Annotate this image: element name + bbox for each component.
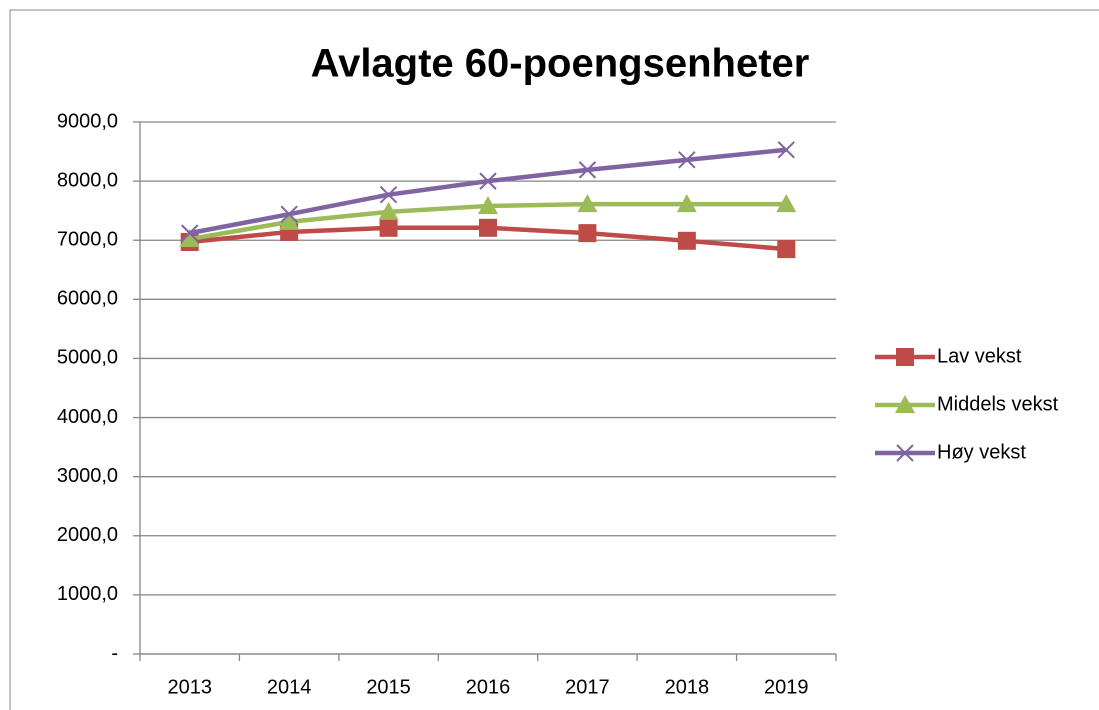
- chart-frame: [9, 9, 1099, 710]
- marker: [378, 201, 399, 220]
- x-tick-label: 2014: [267, 676, 312, 698]
- x-tick-label: 2018: [665, 676, 710, 698]
- x-tick-label: 2015: [366, 676, 411, 698]
- marker: [179, 229, 200, 248]
- marker: [478, 195, 498, 214]
- marker: [777, 240, 796, 259]
- marker: [578, 161, 597, 179]
- x-tick-label: 2019: [764, 676, 809, 698]
- marker: [279, 211, 300, 230]
- y-tick-label: 8000,0: [57, 169, 118, 191]
- legend-label: Høy vekst: [937, 441, 1026, 463]
- marker: [677, 231, 696, 250]
- x-tick-label: 2017: [565, 676, 610, 698]
- y-tick-label: 1000,0: [57, 583, 118, 605]
- y-tick-label: 7000,0: [57, 229, 118, 251]
- marker: [676, 194, 697, 213]
- marker: [578, 224, 597, 243]
- marker: [678, 151, 696, 169]
- marker: [379, 185, 398, 204]
- x-tick-label: 2013: [167, 676, 212, 698]
- y-tick-label: 4000,0: [57, 406, 118, 428]
- legend-label: Middels vekst: [937, 393, 1059, 415]
- y-tick-label: 5000,0: [57, 347, 118, 369]
- y-tick-label: 3000,0: [57, 465, 118, 487]
- marker: [895, 395, 915, 413]
- marker: [379, 218, 398, 237]
- marker: [777, 141, 795, 159]
- marker: [577, 194, 598, 213]
- marker: [479, 172, 497, 190]
- y-tick-label: 2000,0: [57, 524, 118, 546]
- y-tick-label: -: [111, 642, 118, 664]
- legend-label: Lav vekst: [937, 345, 1022, 367]
- marker: [896, 444, 914, 462]
- marker: [776, 194, 797, 213]
- y-tick-label: 9000,0: [57, 110, 118, 132]
- chart-title: Avlagte 60-poengsenheter: [311, 42, 810, 86]
- marker: [181, 224, 199, 242]
- marker: [896, 348, 914, 366]
- marker: [479, 218, 497, 237]
- marker: [280, 205, 298, 223]
- y-tick-label: 6000,0: [57, 288, 118, 310]
- x-tick-label: 2016: [466, 676, 511, 698]
